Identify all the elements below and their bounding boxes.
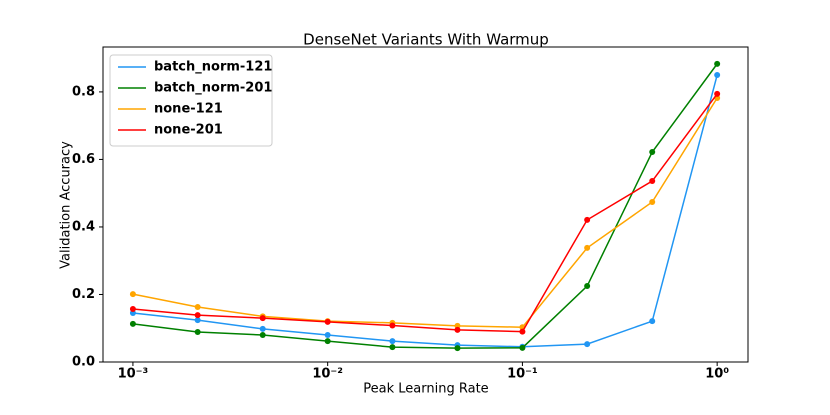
legend-label: none-121	[154, 102, 223, 117]
series-line	[132, 97, 718, 328]
data-point	[649, 318, 656, 325]
data-point	[324, 338, 331, 345]
data-point	[519, 328, 526, 335]
data-point	[194, 303, 201, 310]
y-tick-label: 0.4	[72, 219, 95, 234]
data-point	[194, 317, 201, 324]
data-point	[714, 72, 721, 79]
data-point	[649, 198, 656, 205]
data-point	[714, 60, 721, 67]
data-point	[129, 320, 136, 327]
data-point	[389, 338, 396, 345]
data-point	[714, 90, 721, 97]
legend-box	[109, 54, 273, 147]
data-point	[584, 216, 591, 223]
data-point	[259, 325, 266, 332]
series-line	[132, 93, 718, 333]
data-point	[389, 322, 396, 329]
data-point	[454, 345, 461, 352]
legend-label: batch_norm-201	[154, 81, 272, 96]
x-tick-label: 10⁰	[705, 367, 729, 382]
y-tick-label: 0.8	[72, 84, 95, 99]
legend-label: none-201	[154, 123, 223, 138]
data-point	[389, 344, 396, 351]
data-point	[649, 149, 656, 155]
data-point	[259, 331, 266, 338]
legend-label: batch_norm-121	[154, 60, 272, 75]
x-axis-label: Peak Learning Rate	[363, 382, 488, 397]
y-tick-label: 0.0	[72, 355, 95, 370]
data-point	[194, 312, 201, 319]
data-point	[194, 328, 201, 335]
data-point	[324, 318, 331, 325]
x-tick-label: 10⁻¹	[507, 367, 538, 382]
y-tick-label: 0.2	[72, 287, 95, 302]
data-point	[649, 178, 656, 185]
y-tick-label: 0.6	[72, 152, 95, 167]
data-point	[584, 244, 591, 251]
plot-frame	[102, 46, 749, 363]
data-point	[129, 291, 136, 298]
data-point	[259, 315, 266, 322]
series-line	[132, 74, 718, 348]
data-point	[324, 331, 331, 338]
x-tick-label: 10⁻³	[118, 367, 149, 382]
data-point	[584, 341, 591, 348]
data-point	[584, 283, 591, 290]
chart-title: DenseNet Variants With Warmup	[303, 31, 549, 49]
data-point	[129, 305, 136, 312]
data-point	[454, 326, 461, 333]
data-point	[519, 344, 526, 351]
y-axis-label: Validation Accuracy	[59, 141, 74, 269]
x-tick-label: 10⁻²	[312, 367, 343, 382]
series-line	[132, 63, 718, 349]
